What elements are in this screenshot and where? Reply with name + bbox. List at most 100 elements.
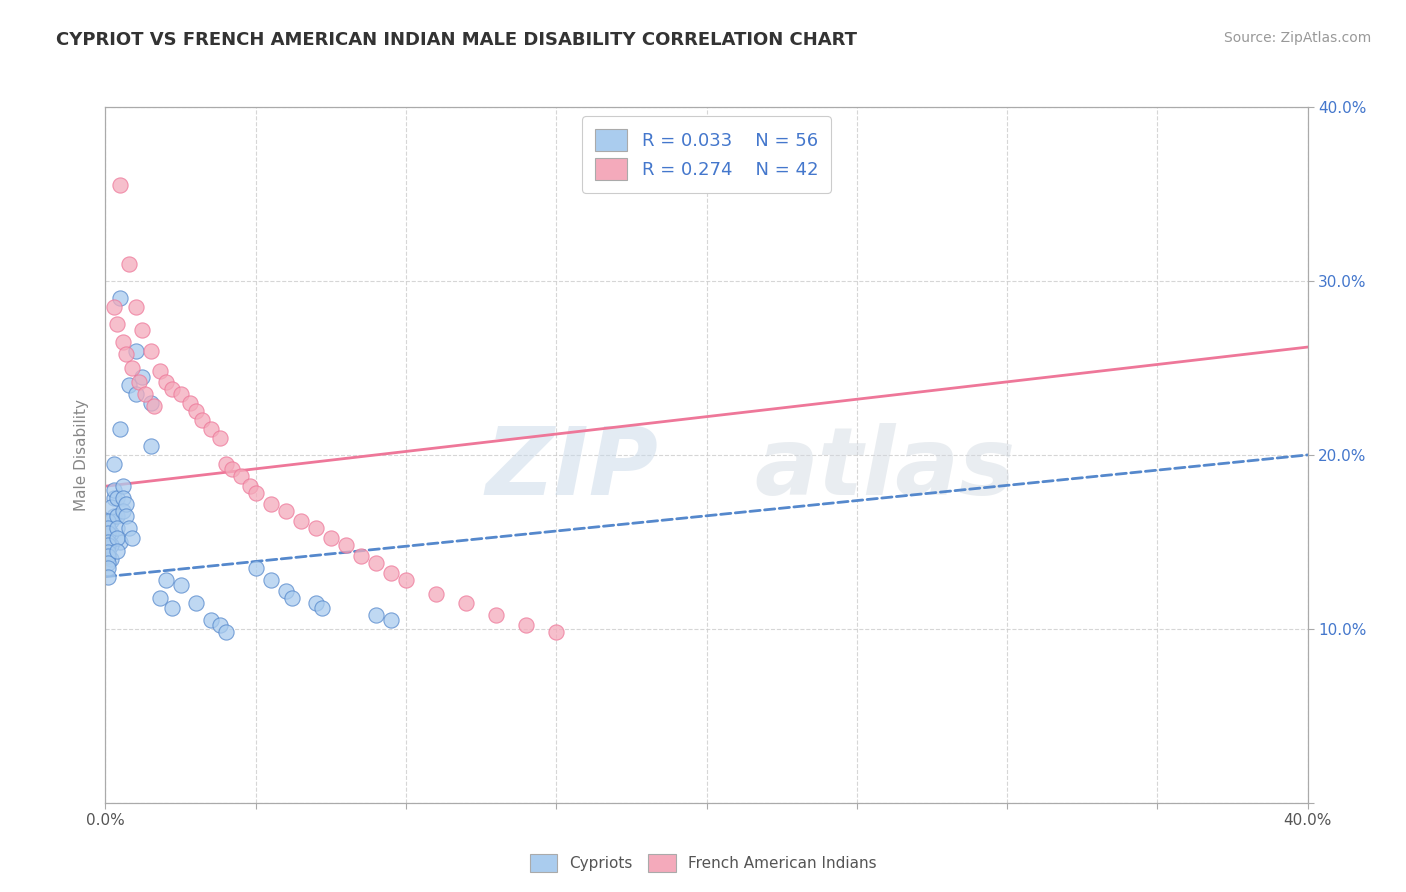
- Point: [208, 618, 231, 632]
- Point: [290, 514, 312, 528]
- Point: [100, 526, 122, 541]
- Point: [515, 618, 537, 632]
- Point: [97, 545, 120, 559]
- Point: [364, 556, 387, 570]
- Point: [103, 508, 125, 523]
- Text: CYPRIOT VS FRENCH AMERICAN INDIAN MALE DISABILITY CORRELATION CHART: CYPRIOT VS FRENCH AMERICAN INDIAN MALE D…: [56, 31, 858, 49]
- Point: [169, 387, 191, 401]
- Point: [155, 375, 177, 389]
- Point: [121, 360, 143, 375]
- Text: Source: ZipAtlas.com: Source: ZipAtlas.com: [1223, 31, 1371, 45]
- Point: [179, 396, 201, 410]
- Point: [239, 479, 262, 493]
- Point: [97, 549, 120, 563]
- Point: [274, 503, 297, 517]
- Point: [110, 422, 132, 436]
- Point: [454, 596, 477, 610]
- Point: [118, 256, 141, 270]
- Point: [221, 462, 243, 476]
- Point: [97, 561, 120, 575]
- Point: [103, 300, 125, 314]
- Point: [245, 486, 267, 500]
- Point: [100, 500, 122, 514]
- Point: [214, 625, 236, 640]
- Point: [380, 613, 402, 627]
- Point: [97, 514, 120, 528]
- Point: [139, 439, 162, 453]
- Point: [319, 532, 342, 546]
- Point: [112, 334, 135, 349]
- Point: [100, 538, 122, 552]
- Point: [118, 378, 141, 392]
- Point: [97, 538, 120, 552]
- Point: [260, 497, 283, 511]
- Point: [546, 625, 568, 640]
- Point: [115, 508, 138, 523]
- Point: [110, 534, 132, 549]
- Text: atlas: atlas: [755, 423, 1017, 515]
- Point: [139, 396, 162, 410]
- Point: [281, 591, 304, 605]
- Point: [148, 591, 170, 605]
- Point: [118, 521, 141, 535]
- Legend: Cypriots, French American Indians: Cypriots, French American Indians: [522, 846, 884, 880]
- Point: [134, 387, 156, 401]
- Point: [245, 561, 267, 575]
- Point: [110, 178, 132, 193]
- Point: [107, 543, 129, 558]
- Point: [131, 369, 153, 384]
- Point: [350, 549, 373, 563]
- Point: [190, 413, 212, 427]
- Point: [103, 491, 125, 506]
- Point: [142, 399, 165, 413]
- Point: [425, 587, 447, 601]
- Point: [124, 300, 146, 314]
- Point: [100, 514, 122, 528]
- Point: [200, 613, 222, 627]
- Point: [229, 468, 252, 483]
- Point: [100, 552, 122, 566]
- Point: [380, 566, 402, 581]
- Point: [305, 596, 328, 610]
- Point: [97, 534, 120, 549]
- Point: [214, 457, 236, 471]
- Point: [128, 375, 150, 389]
- Point: [97, 521, 120, 535]
- Point: [97, 570, 120, 584]
- Point: [200, 422, 222, 436]
- Point: [112, 479, 135, 493]
- Point: [274, 583, 297, 598]
- Point: [124, 343, 146, 358]
- Point: [305, 521, 328, 535]
- Point: [169, 578, 191, 592]
- Point: [260, 573, 283, 587]
- Point: [160, 601, 183, 615]
- Y-axis label: Male Disability: Male Disability: [75, 399, 90, 511]
- Point: [107, 521, 129, 535]
- Point: [184, 404, 207, 418]
- Point: [115, 347, 138, 361]
- Point: [155, 573, 177, 587]
- Point: [395, 573, 418, 587]
- Point: [107, 508, 129, 523]
- Point: [107, 318, 129, 332]
- Point: [208, 431, 231, 445]
- Point: [97, 556, 120, 570]
- Point: [131, 323, 153, 337]
- Point: [115, 497, 138, 511]
- Point: [124, 387, 146, 401]
- Point: [148, 364, 170, 378]
- Point: [121, 532, 143, 546]
- Point: [160, 382, 183, 396]
- Point: [335, 538, 357, 552]
- Point: [112, 503, 135, 517]
- Point: [139, 343, 162, 358]
- Point: [97, 526, 120, 541]
- Point: [103, 457, 125, 471]
- Point: [103, 483, 125, 497]
- Text: ZIP: ZIP: [485, 423, 658, 515]
- Legend: R = 0.033    N = 56, R = 0.274    N = 42: R = 0.033 N = 56, R = 0.274 N = 42: [582, 116, 831, 193]
- Point: [364, 607, 387, 622]
- Point: [311, 601, 333, 615]
- Point: [110, 291, 132, 305]
